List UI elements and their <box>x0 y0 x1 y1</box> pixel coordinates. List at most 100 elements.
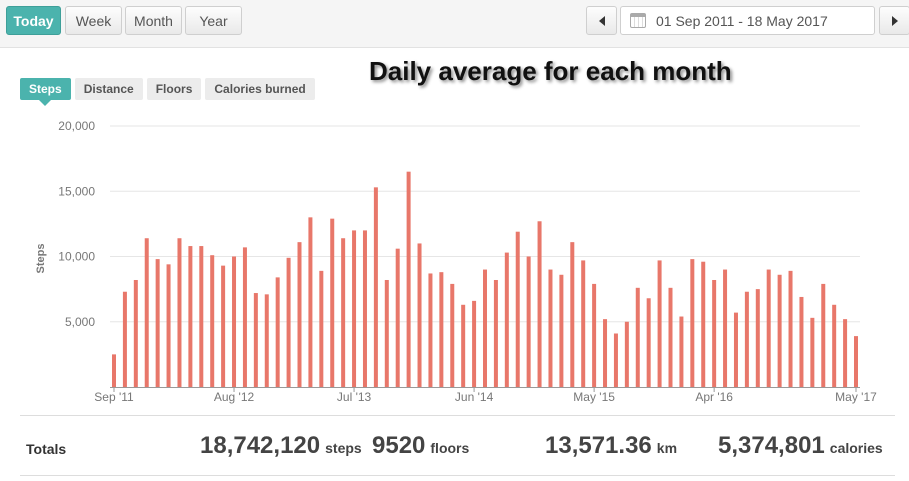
y-tick-label: 20,000 <box>58 119 95 133</box>
bar <box>122 291 127 387</box>
x-tick-label: Jul '13 <box>337 390 372 404</box>
y-axis-label: Steps <box>35 244 47 274</box>
metric-tabs: Steps Distance Floors Calories burned <box>20 78 315 106</box>
bar <box>744 291 749 387</box>
bar <box>733 312 738 387</box>
next-range-button[interactable] <box>879 6 909 35</box>
bar <box>810 317 815 387</box>
total-calories-unit: calories <box>829 440 883 456</box>
bar <box>613 333 618 387</box>
bar <box>646 298 651 387</box>
bar <box>701 261 706 387</box>
bar <box>384 279 389 387</box>
bar <box>362 230 367 387</box>
bar <box>264 294 269 387</box>
today-button[interactable]: Today <box>6 6 61 35</box>
toolbar: Today Week Month Year 01 Sep 2011 - 18 M… <box>0 0 909 48</box>
chevron-left-icon <box>598 15 605 26</box>
bar <box>330 218 335 387</box>
bar <box>133 279 138 387</box>
bar <box>406 171 411 387</box>
tab-calories-burned[interactable]: Calories burned <box>205 78 315 100</box>
bar <box>690 259 695 387</box>
total-steps: 18,742,120 steps <box>200 432 362 460</box>
tab-steps[interactable]: Steps <box>20 78 71 106</box>
bar <box>635 287 640 387</box>
total-distance: 13,571.36 km <box>545 432 677 460</box>
x-tick-label: Apr '16 <box>695 390 733 404</box>
bar <box>723 269 728 387</box>
bar <box>373 187 378 387</box>
bar <box>821 283 826 387</box>
bar <box>210 255 215 387</box>
totals-label: Totals <box>26 441 67 457</box>
month-button[interactable]: Month <box>125 6 182 35</box>
bar <box>799 296 804 387</box>
bar <box>275 277 280 387</box>
bar <box>341 238 346 387</box>
y-tick-label: 10,000 <box>58 250 95 264</box>
steps-bar-chart: 5,000 10,000 15,000 20,000 Steps Sep '11 Aug '… <box>35 119 877 404</box>
bar <box>319 270 324 387</box>
total-floors: 9520 floors <box>372 432 469 460</box>
bar <box>188 246 193 387</box>
bar <box>581 260 586 387</box>
x-tick-label: Aug '12 <box>214 390 255 404</box>
bar <box>450 283 455 387</box>
week-button[interactable]: Week <box>65 6 122 35</box>
year-button[interactable]: Year <box>185 6 242 35</box>
x-tick-label: Jun '14 <box>455 390 494 404</box>
bar <box>592 283 597 387</box>
bar <box>483 269 487 387</box>
bar <box>712 279 717 387</box>
total-steps-value: 18,742,120 <box>200 432 321 459</box>
total-calories: 5,374,801 calories <box>718 432 883 460</box>
y-tick-label: 15,000 <box>58 184 95 198</box>
bar <box>788 270 793 387</box>
x-tick-label: Sep '11 <box>94 390 134 404</box>
bar <box>668 287 673 387</box>
bar <box>472 300 477 387</box>
y-tick-label: 5,000 <box>65 315 95 329</box>
x-tick-label: May '17 <box>835 390 877 404</box>
bar <box>515 231 520 387</box>
calendar-icon <box>630 13 646 28</box>
bar <box>439 272 444 387</box>
bar <box>232 256 237 387</box>
date-range-picker[interactable]: 01 Sep 2011 - 18 May 2017 <box>620 6 875 35</box>
total-calories-value: 5,374,801 <box>718 432 825 459</box>
date-range-text: 01 Sep 2011 - 18 May 2017 <box>656 12 828 29</box>
bar <box>144 238 149 387</box>
tab-distance[interactable]: Distance <box>74 78 143 100</box>
bar <box>548 269 553 387</box>
bar <box>286 257 291 387</box>
bar <box>777 274 782 387</box>
bar <box>352 230 357 387</box>
bar <box>417 243 422 387</box>
bar <box>832 304 837 387</box>
bar <box>253 293 258 387</box>
bar <box>461 304 466 387</box>
bar <box>177 238 182 387</box>
previous-range-button[interactable] <box>586 6 617 35</box>
bar <box>766 269 771 387</box>
bar <box>854 336 858 387</box>
bar <box>570 242 575 387</box>
bar <box>537 221 542 387</box>
bar <box>843 319 848 387</box>
bar <box>493 279 498 387</box>
bar <box>395 248 400 387</box>
bar <box>504 252 509 387</box>
bar <box>755 289 760 387</box>
bar <box>428 273 433 387</box>
total-floors-unit: floors <box>430 440 470 456</box>
bar <box>657 260 662 387</box>
bar <box>308 217 313 387</box>
bar <box>624 321 629 387</box>
divider <box>20 415 895 416</box>
bar <box>242 247 247 387</box>
tab-floors[interactable]: Floors <box>146 78 202 100</box>
x-tick-label: May '15 <box>573 390 615 404</box>
bar <box>112 354 116 387</box>
chart-headline: Daily average for each month <box>369 56 732 86</box>
